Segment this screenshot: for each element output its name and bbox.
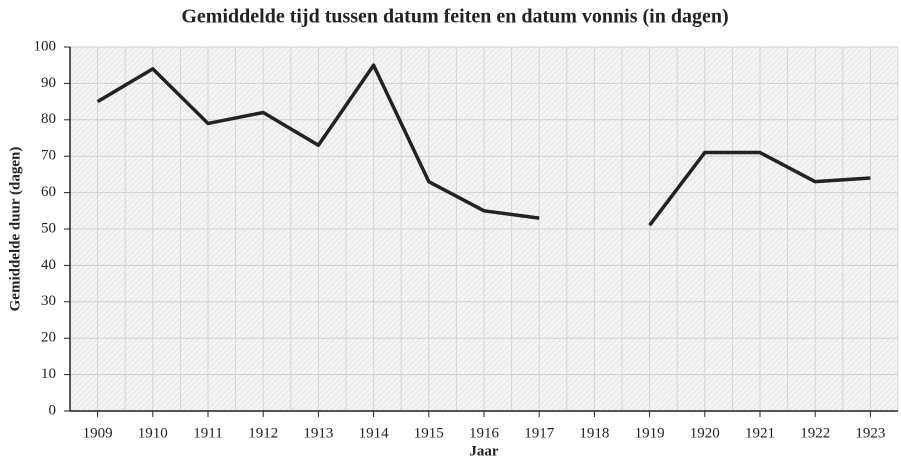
x-tick-label: 1921: [745, 425, 775, 441]
x-tick-label: 1916: [469, 425, 500, 441]
x-tick-label: 1919: [635, 425, 665, 441]
y-tick-label: 50: [41, 220, 56, 236]
x-tick-label: 1920: [690, 425, 720, 441]
x-tick-label: 1915: [414, 425, 444, 441]
y-tick-label: 70: [41, 148, 56, 164]
x-tick-label: 1911: [193, 425, 222, 441]
y-axis-title: Gemiddelde duur (dagen): [7, 147, 23, 312]
x-tick-label: 1922: [800, 425, 830, 441]
x-tick-label: 1917: [524, 425, 555, 441]
x-tick-label: 1913: [303, 425, 333, 441]
y-tick-label: 40: [41, 257, 56, 273]
x-axis-title: Jaar: [469, 443, 499, 459]
x-tick-label: 1909: [83, 425, 113, 441]
y-tick-label: 0: [49, 402, 57, 418]
x-tick-label: 1910: [138, 425, 168, 441]
y-tick-label: 100: [34, 38, 57, 54]
y-tick-label: 90: [41, 75, 56, 91]
y-tick-label: 20: [41, 330, 56, 346]
x-tick-label: 1912: [248, 425, 278, 441]
x-tick-label: 1914: [359, 425, 390, 441]
data-line: [96, 63, 871, 227]
y-tick-label: 80: [41, 111, 56, 127]
x-tick-label: 1918: [579, 425, 609, 441]
y-tick-label: 30: [41, 293, 56, 309]
x-tick-label: 1923: [855, 425, 885, 441]
y-tick-label: 60: [41, 184, 56, 200]
y-tick-label: 10: [41, 366, 56, 382]
chart-title: Gemiddelde tijd tussen datum feiten en d…: [181, 6, 728, 28]
